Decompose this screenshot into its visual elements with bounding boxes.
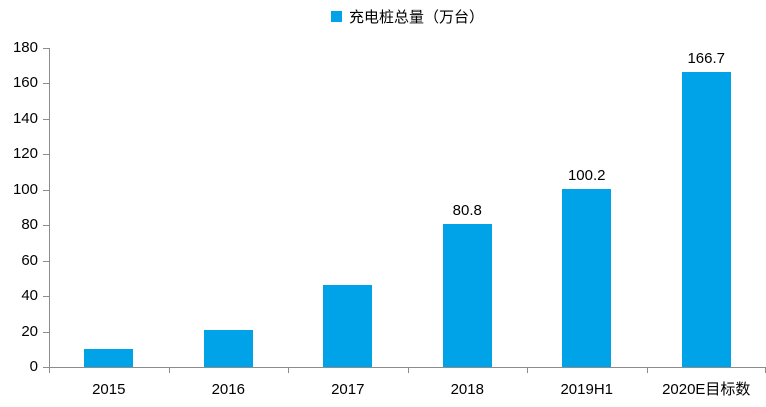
y-axis-tick-label: 140	[12, 109, 38, 127]
x-axis-label-2019H1: 2019H1	[560, 381, 614, 398]
y-axis-tick	[43, 367, 49, 368]
legend-swatch-icon	[330, 10, 342, 22]
y-axis-tick-label: 120	[12, 145, 38, 163]
y-axis-tick-label: 80	[21, 216, 38, 234]
x-axis-tick	[49, 367, 50, 373]
bar-2016	[203, 330, 253, 367]
x-axis-label-2015: 2015	[92, 381, 126, 398]
x-axis-label-2016: 2016	[211, 381, 245, 398]
x-axis-tick	[527, 367, 528, 373]
y-axis-tick-label: 40	[21, 287, 38, 305]
bar-2020E目标数	[681, 71, 731, 367]
x-axis-tick	[407, 367, 409, 373]
y-axis-tick-label: 160	[12, 74, 38, 92]
y-axis-tick	[43, 48, 49, 49]
x-axis-label-2020E目标数: 2020E目标数	[662, 381, 751, 398]
bar-2019H1	[562, 189, 612, 367]
y-axis-tick	[43, 154, 49, 156]
x-axis-label-2018: 2018	[450, 381, 484, 398]
y-axis-tick-label: 100	[12, 180, 38, 198]
bar-2015	[84, 348, 134, 367]
chart-legend: 充电桩总量（万台）	[49, 6, 766, 26]
data-label-2018: 80.8	[452, 201, 482, 219]
y-axis-tick-label: 60	[21, 251, 38, 269]
y-axis-tick	[43, 189, 49, 191]
y-axis-tick	[43, 83, 49, 85]
x-axis-label-2017: 2017	[331, 381, 365, 398]
y-axis-tick	[43, 260, 49, 262]
x-axis-tick	[288, 367, 289, 373]
y-axis-line	[49, 48, 50, 367]
y-axis-tick-label: 20	[21, 322, 38, 340]
y-axis-tick	[43, 296, 49, 298]
data-label-2019H1: 100.2	[567, 167, 606, 185]
x-axis-tick	[646, 367, 648, 373]
y-axis-tick	[43, 118, 49, 120]
bar-2018	[442, 223, 492, 367]
data-label-2020E目标数: 166.7	[687, 49, 726, 67]
bar-2017	[323, 285, 373, 367]
y-axis-tick-label: 0	[29, 358, 38, 375]
x-axis-tick	[168, 367, 170, 373]
y-axis-tick	[43, 331, 49, 333]
y-axis-tick-label: 180	[12, 39, 38, 56]
legend-label: 充电桩总量（万台）	[348, 8, 484, 26]
y-axis-tick	[43, 225, 49, 227]
